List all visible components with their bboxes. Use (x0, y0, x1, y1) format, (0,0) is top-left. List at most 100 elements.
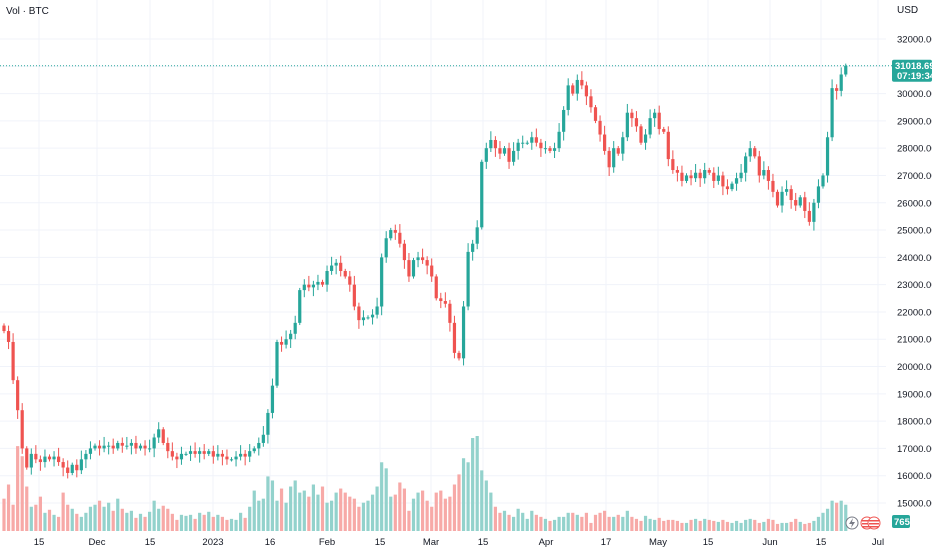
candle-body (612, 148, 616, 168)
y-tick-label: 19000.00 (897, 389, 932, 400)
volume-bar (680, 522, 684, 531)
candle-body (416, 257, 420, 261)
candle-body (257, 442, 261, 449)
volume-bar (807, 522, 811, 531)
candle-body (357, 306, 361, 321)
candle-body (625, 112, 629, 138)
volume-bar (198, 512, 202, 531)
volume-bar (671, 519, 675, 531)
candle-body (380, 257, 384, 307)
candle-body (302, 284, 306, 291)
y-tick-label: 32000.00 (897, 35, 932, 46)
candle-body (621, 137, 625, 154)
volume-bar (188, 514, 193, 531)
volume-bar (352, 498, 356, 531)
volume-bar (430, 506, 434, 531)
volume-bar (334, 492, 338, 531)
candle-body (639, 126, 643, 143)
candle-body (675, 170, 679, 173)
y-tick-label: 22000.00 (897, 307, 932, 318)
volume-bar (589, 522, 593, 531)
candle-body (120, 442, 124, 446)
candle-body (680, 172, 684, 181)
y-tick-label: 20000.00 (897, 362, 932, 373)
candle-body (616, 148, 620, 154)
candle-body (466, 251, 470, 307)
volume-bar (794, 518, 798, 531)
volume-bar (402, 488, 406, 531)
volume-bar (694, 518, 698, 531)
volume-bar (821, 512, 825, 531)
volume-bar (707, 519, 711, 531)
volume-bar (825, 508, 830, 531)
volume-bar (757, 522, 761, 531)
y-tick-label: 16000.00 (897, 471, 932, 482)
volume-bar (571, 512, 575, 531)
x-axis[interactable]: 15 Dec 15 2023 16 Feb 15 Mar 15 Apr 17 May 15 Jun 15 Ju… (34, 537, 884, 548)
x-tick-label: May (649, 537, 667, 548)
candle-body (216, 453, 220, 457)
candle-body (207, 451, 211, 454)
candle-body (248, 451, 252, 457)
volume-bar (630, 516, 634, 531)
volume-bar (621, 516, 625, 531)
x-tick-label: 15 (478, 537, 489, 548)
volume-bar (339, 488, 343, 531)
candle-body (293, 322, 297, 334)
candle-body (766, 170, 770, 181)
volume-bar (207, 511, 211, 531)
volume-bar (361, 502, 366, 531)
candle-body (316, 281, 320, 285)
candle-body (25, 448, 29, 468)
volume-bar (416, 492, 420, 531)
candle-body (825, 137, 830, 176)
candle-body (475, 227, 479, 244)
candle-body (457, 352, 461, 359)
volume-bar (471, 438, 475, 531)
candle-body (307, 284, 311, 288)
candle-body (807, 210, 811, 222)
candle-body (75, 464, 79, 471)
volume-bar (734, 520, 739, 531)
candle-body (698, 172, 702, 179)
candle-body (771, 180, 775, 192)
volume-bar (161, 505, 165, 531)
candle-body (234, 456, 238, 460)
volume-bar (612, 516, 616, 531)
volume-bar (175, 519, 179, 531)
volume-bar (107, 502, 111, 531)
volume-bar (170, 513, 174, 531)
volume-bar (584, 512, 588, 531)
candle-body (434, 276, 438, 299)
candle-body (844, 65, 848, 75)
y-axis[interactable]: 15000.00 16000.00 17000.00 18000.00 19000.00… (897, 35, 932, 510)
candle-body (389, 230, 393, 239)
candle-body (393, 230, 397, 233)
candle-body (148, 448, 152, 450)
candle-body (407, 260, 411, 277)
candle-body (261, 434, 265, 443)
candle-body (184, 453, 188, 455)
x-tick-label: 15 (34, 537, 45, 548)
candle-body (175, 456, 179, 460)
event-icons[interactable] (845, 516, 881, 530)
volume-bar (289, 486, 293, 531)
x-tick-label: 15 (375, 537, 386, 548)
volume-bar (343, 492, 347, 531)
volume-bar (311, 484, 315, 531)
volume-bar (502, 510, 507, 531)
candle-body (598, 120, 602, 135)
volume-bar (88, 506, 93, 531)
candle-body (557, 131, 561, 149)
volume-bar (152, 500, 156, 531)
candle-body (134, 442, 138, 449)
volume-bar (25, 486, 29, 531)
candle-body (575, 79, 579, 94)
candle-body (648, 118, 652, 135)
candle-body (325, 271, 329, 285)
candle-body (471, 243, 475, 252)
x-tick-label: 16 (265, 537, 276, 548)
candle-body (712, 172, 716, 181)
volume-bar (184, 515, 188, 531)
